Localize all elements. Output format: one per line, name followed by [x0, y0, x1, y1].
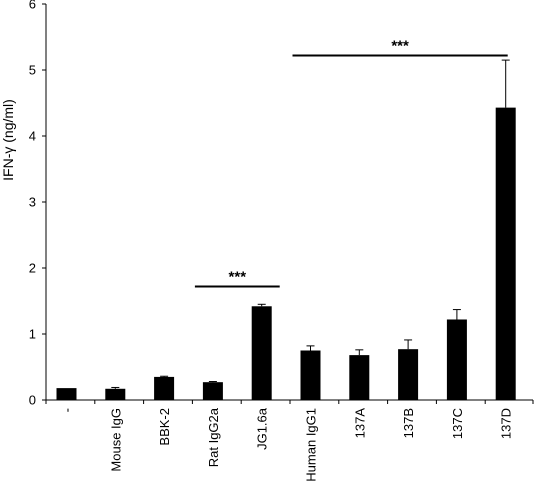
bar: [349, 355, 370, 400]
x-tick-label: -: [60, 408, 75, 412]
bar: [446, 319, 467, 400]
x-tick-label: 137D: [499, 408, 514, 439]
y-tick-label: 1: [29, 327, 36, 342]
significance-label: ***: [229, 268, 247, 285]
y-axis-title: IFN-γ (ng/ml): [0, 99, 16, 181]
bar: [154, 376, 175, 400]
bar: [251, 306, 272, 400]
x-tick-label: JG1.6a: [255, 407, 270, 450]
y-tick-label: 4: [29, 129, 36, 144]
x-tick-label: Mouse IgG: [108, 408, 123, 472]
x-tick-label: 137C: [450, 408, 465, 439]
bar: [398, 349, 419, 400]
x-tick-label: 137B: [401, 408, 416, 438]
y-tick-label: 5: [29, 63, 36, 78]
y-tick-label: 2: [29, 261, 36, 276]
bar: [105, 388, 126, 400]
y-tick-label: 3: [29, 195, 36, 210]
x-axis: - Mouse IgG BBK-2 Rat IgG2a JG1.6a Human IgG1…: [45, 399, 534, 482]
significance-label: ***: [391, 37, 409, 54]
y-axis: 0 1 2 3 4 5 6: [29, 0, 47, 408]
bar: [495, 107, 516, 401]
y-tick-label: 6: [29, 0, 36, 12]
y-tick-label: 0: [29, 393, 36, 408]
bar: [300, 350, 321, 400]
bars: [56, 59, 516, 401]
significance-annotations: *** ***: [194, 37, 508, 288]
x-tick-label: Rat IgG2a: [206, 407, 221, 467]
bar: [56, 388, 77, 400]
x-tick-label: BBK-2: [157, 408, 172, 446]
bar: [202, 382, 223, 400]
x-tick-label: Human IgG1: [304, 408, 319, 482]
x-tick-label: 137A: [352, 408, 367, 439]
